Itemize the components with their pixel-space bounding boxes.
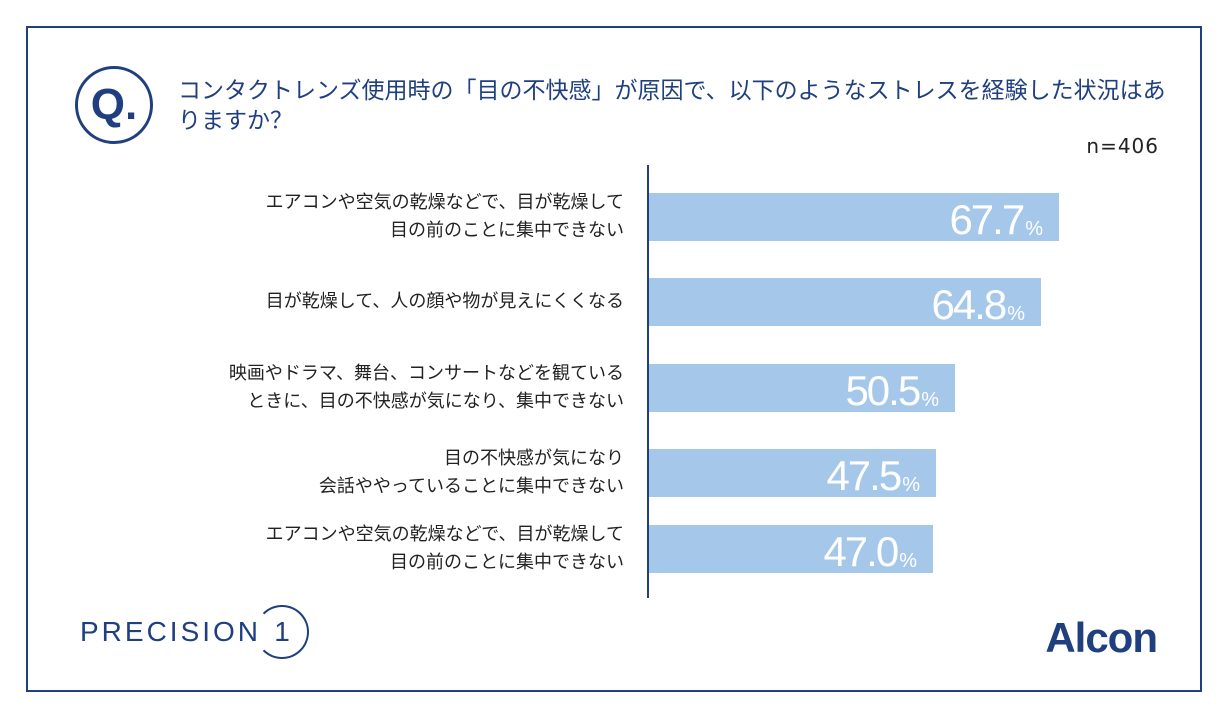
alcon-logo: Alcon — [1045, 614, 1158, 661]
bar-value-label: 47.0 — [823, 528, 899, 575]
category-label: 目の不快感が気になり会話ややっていることに集中できない — [124, 445, 624, 501]
category-label: エアコンや空気の乾燥などで、目が乾燥して目の前のことに集中できない — [124, 521, 624, 577]
category-label: 映画やドラマ、舞台、コンサートなどを観ているときに、目の不快感が気になり、集中で… — [124, 360, 624, 416]
precision1-logo: PRECISION 1 — [80, 600, 310, 664]
category-label-line: 目の前のことに集中できない — [390, 220, 624, 241]
category-label: エアコンや空気の乾燥などで、目が乾燥して目の前のことに集中できない — [124, 189, 624, 245]
bar-unit-label: % — [899, 550, 917, 572]
precision-logo-number: 1 — [255, 605, 310, 659]
bar-value-label: 67.7 — [949, 196, 1025, 243]
bar-unit-label: % — [1007, 303, 1025, 325]
precision-logo-text: PRECISION — [80, 616, 262, 647]
bar-unit-label: % — [921, 389, 939, 411]
question-text: コンタクトレンズ使用時の「目の不快感」が原因で、以下のようなストレスを経験した状… — [178, 78, 1166, 134]
bar-value-label: 50.5 — [845, 367, 921, 414]
category-label: 目が乾燥して、人の顔や物が見えにくくなる — [124, 288, 624, 316]
bar: 64.8% — [649, 278, 1041, 326]
chart-frame — [26, 26, 1202, 692]
category-label-line: エアコンや空気の乾燥などで、目が乾燥して — [265, 524, 624, 545]
question-badge: Q. — [75, 66, 153, 144]
category-label-line: 会話ややっていることに集中できない — [318, 476, 624, 497]
bar: 67.7% — [649, 193, 1059, 241]
category-label-line: エアコンや空気の乾燥などで、目が乾燥して — [265, 192, 624, 213]
category-label-line: 映画やドラマ、舞台、コンサートなどを観ている — [228, 363, 624, 384]
bar-unit-label: % — [902, 474, 920, 496]
category-label-line: ときに、目の不快感が気になり、集中できない — [247, 391, 624, 412]
category-axis-line — [647, 165, 649, 598]
sample-size-label: n=406 — [1086, 134, 1159, 158]
bar-value-label: 64.8 — [931, 281, 1007, 328]
bar-unit-label: % — [1025, 218, 1043, 240]
category-label-line: 目の前のことに集中できない — [390, 552, 624, 573]
bar: 50.5% — [649, 364, 955, 412]
category-label-line: 目が乾燥して、人の顔や物が見えにくくなる — [265, 291, 624, 312]
bar: 47.0% — [649, 525, 933, 573]
category-label-line: 目の不快感が気になり — [444, 448, 624, 469]
bar: 47.5% — [649, 449, 936, 497]
bar-value-label: 47.5 — [826, 452, 902, 499]
